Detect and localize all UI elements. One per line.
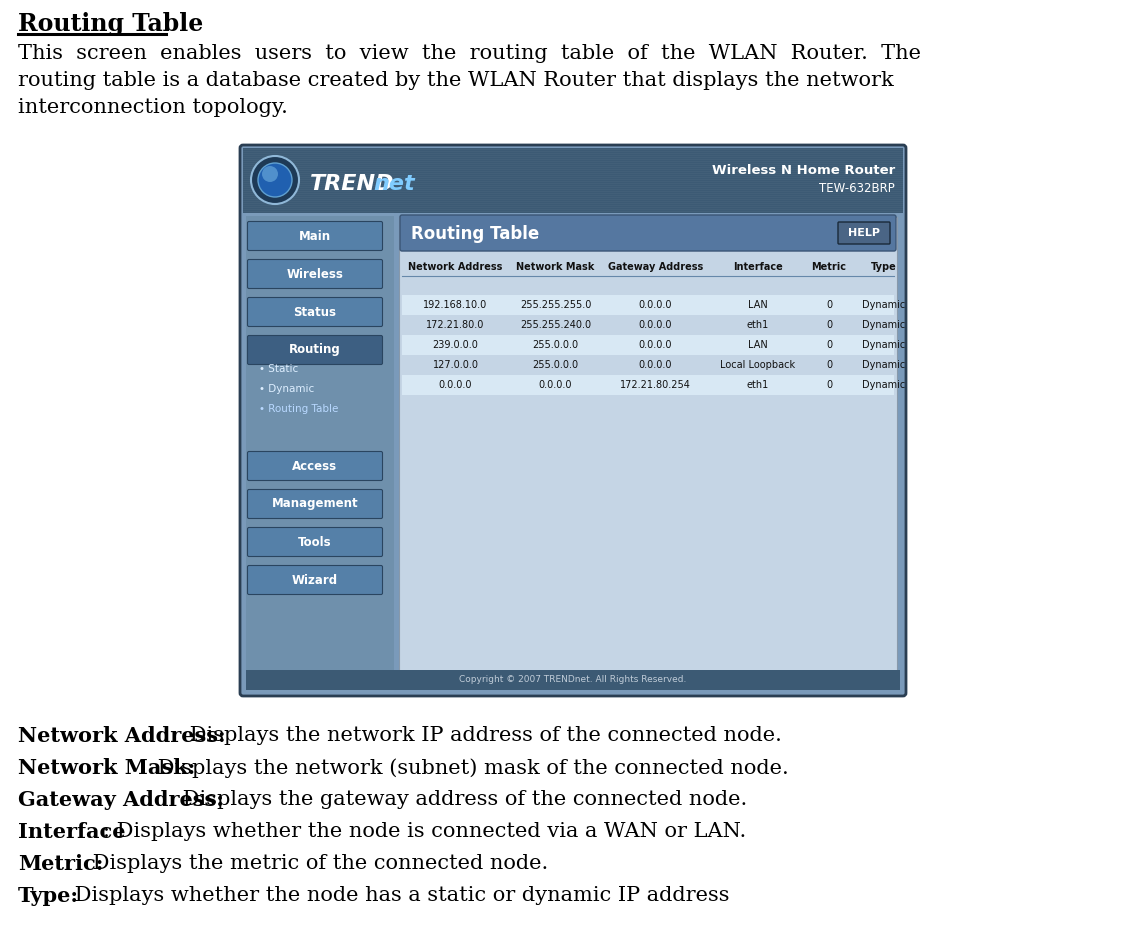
Text: routing table is a database created by the WLAN Router that displays the network: routing table is a database created by t… [18, 71, 894, 90]
Text: 239.0.0.0: 239.0.0.0 [433, 340, 478, 350]
Circle shape [258, 163, 292, 197]
Text: Dynamic: Dynamic [863, 380, 905, 390]
Text: 0: 0 [826, 360, 833, 370]
Text: Dynamic: Dynamic [863, 340, 905, 350]
Text: LAN: LAN [748, 300, 767, 310]
Text: • Dynamic: • Dynamic [259, 384, 314, 394]
Text: Copyright © 2007 TRENDnet. All Rights Reserved.: Copyright © 2007 TRENDnet. All Rights Re… [459, 676, 687, 684]
Text: Interface: Interface [18, 822, 126, 842]
FancyBboxPatch shape [248, 452, 383, 480]
Text: Metric:: Metric: [18, 854, 103, 874]
Bar [402, 375, 894, 395]
Circle shape [263, 166, 278, 182]
Text: Routing Table: Routing Table [18, 12, 203, 36]
Bar [399, 217, 896, 671]
Text: 0.0.0.0: 0.0.0.0 [439, 380, 472, 390]
Text: 255.255.240.0: 255.255.240.0 [519, 320, 591, 330]
Text: 0: 0 [826, 320, 833, 330]
Text: 127.0.0.0: 127.0.0.0 [432, 360, 478, 370]
Text: 255.255.255.0: 255.255.255.0 [519, 300, 591, 310]
Text: Wizard: Wizard [292, 573, 338, 587]
Text: 0.0.0.0: 0.0.0.0 [638, 340, 672, 350]
FancyBboxPatch shape [838, 222, 890, 244]
Text: Tools: Tools [298, 535, 332, 548]
Text: Displays the network (subnet) mask of the connected node.: Displays the network (subnet) mask of th… [151, 758, 789, 777]
FancyBboxPatch shape [240, 145, 905, 696]
Text: Main: Main [298, 230, 331, 242]
Text: eth1: eth1 [747, 380, 769, 390]
Text: Displays whether the node has a static or dynamic IP address: Displays whether the node has a static o… [68, 886, 729, 905]
Text: TREND: TREND [310, 174, 395, 194]
Text: Wireless: Wireless [286, 267, 343, 280]
Bar [246, 670, 900, 690]
Text: Routing Table: Routing Table [411, 225, 540, 243]
Text: Local Loopback: Local Loopback [720, 360, 795, 370]
Text: Routing: Routing [289, 344, 341, 357]
Text: 255.0.0.0: 255.0.0.0 [533, 340, 579, 350]
Text: Type:: Type: [18, 886, 79, 906]
Text: Displays the metric of the connected node.: Displays the metric of the connected nod… [86, 854, 549, 873]
Bar [246, 216, 394, 690]
Text: 255.0.0.0: 255.0.0.0 [533, 360, 579, 370]
Bar [402, 295, 894, 315]
Text: This  screen  enables  users  to  view  the  routing  table  of  the  WLAN  Rout: This screen enables users to view the ro… [18, 44, 921, 63]
Text: Type: Type [871, 262, 896, 272]
FancyBboxPatch shape [248, 565, 383, 595]
Text: 172.21.80.0: 172.21.80.0 [426, 320, 485, 330]
Text: Dynamic: Dynamic [863, 320, 905, 330]
FancyBboxPatch shape [248, 298, 383, 327]
Text: 0.0.0.0: 0.0.0.0 [539, 380, 572, 390]
Text: Wireless N Home Router: Wireless N Home Router [711, 164, 895, 177]
Text: Dynamic: Dynamic [863, 360, 905, 370]
FancyBboxPatch shape [248, 222, 383, 250]
Text: • Routing Table: • Routing Table [259, 404, 339, 414]
Text: net: net [373, 174, 415, 194]
FancyBboxPatch shape [401, 215, 896, 251]
Text: Network Address: Network Address [408, 262, 503, 272]
Text: 192.168.10.0: 192.168.10.0 [423, 300, 488, 310]
Text: • Static: • Static [259, 364, 298, 374]
Text: Management: Management [272, 497, 358, 510]
Text: 0: 0 [826, 300, 833, 310]
Text: 0.0.0.0: 0.0.0.0 [638, 360, 672, 370]
Text: Network Mask: Network Mask [516, 262, 595, 272]
Text: Dynamic: Dynamic [863, 300, 905, 310]
Text: : Displays whether the node is connected via a WAN or LAN.: : Displays whether the node is connected… [103, 822, 746, 841]
Text: Gateway Address: Gateway Address [608, 262, 703, 272]
Text: eth1: eth1 [747, 320, 769, 330]
Text: Metric: Metric [811, 262, 846, 272]
FancyBboxPatch shape [248, 490, 383, 519]
Text: interconnection topology.: interconnection topology. [18, 98, 288, 117]
Bar [243, 148, 903, 213]
Text: Displays the network IP address of the connected node.: Displays the network IP address of the c… [183, 726, 782, 745]
Circle shape [251, 156, 298, 204]
Text: Network Mask:: Network Mask: [18, 758, 195, 778]
Text: Access: Access [293, 460, 338, 473]
FancyBboxPatch shape [248, 528, 383, 557]
Text: 0.0.0.0: 0.0.0.0 [638, 320, 672, 330]
Text: LAN: LAN [748, 340, 767, 350]
Text: Network Address:: Network Address: [18, 726, 226, 746]
Text: TEW-632BRP: TEW-632BRP [819, 182, 895, 195]
FancyBboxPatch shape [248, 260, 383, 289]
Text: HELP: HELP [848, 228, 880, 238]
FancyBboxPatch shape [248, 335, 383, 365]
Text: 0: 0 [826, 340, 833, 350]
Text: 172.21.80.254: 172.21.80.254 [620, 380, 691, 390]
Text: Status: Status [294, 305, 337, 318]
Text: 0: 0 [826, 380, 833, 390]
Text: Interface: Interface [733, 262, 783, 272]
Text: Gateway Address:: Gateway Address: [18, 790, 224, 810]
Bar [402, 335, 894, 355]
Text: Displays the gateway address of the connected node.: Displays the gateway address of the conn… [176, 790, 747, 809]
Text: 0.0.0.0: 0.0.0.0 [638, 300, 672, 310]
